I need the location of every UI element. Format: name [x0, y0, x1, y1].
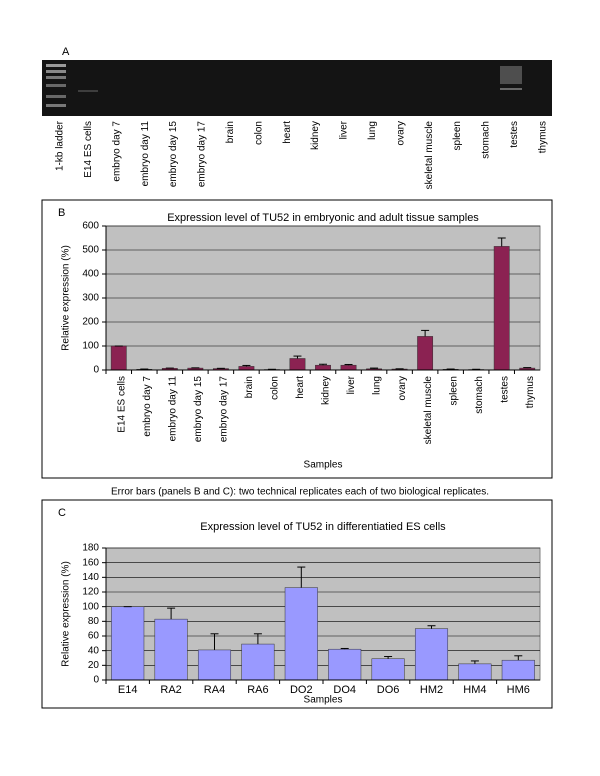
x-tick-label: E14: [118, 684, 138, 696]
y-tick-label: 80: [88, 616, 100, 627]
lane-label: stomach: [481, 121, 492, 159]
x-tick-label: HM6: [507, 684, 530, 696]
x-tick-label: RA4: [204, 684, 225, 696]
x-tick-label: DO6: [377, 684, 400, 696]
y-tick-label: 300: [82, 293, 99, 304]
x-tick-label: testes: [499, 376, 510, 403]
bar: [417, 336, 434, 371]
lane-label: heart: [282, 121, 293, 144]
y-tick-label: 60: [88, 631, 100, 642]
lane-label: embryo day 15: [168, 121, 179, 188]
bar: [289, 358, 306, 371]
x-axis-label: Samples: [304, 695, 343, 706]
bar: [328, 648, 362, 681]
bar: [493, 246, 510, 371]
y-tick-label: 180: [82, 543, 99, 554]
y-tick-label: 140: [82, 572, 99, 583]
lane-label: testes: [509, 121, 520, 148]
y-tick-label: 200: [82, 317, 99, 328]
y-tick-label: 400: [82, 269, 99, 280]
bar: [340, 364, 357, 371]
x-tick-label: E14 ES cells: [116, 376, 127, 433]
y-axis-label: Relative expression (%): [61, 561, 72, 667]
panel-label: C: [58, 507, 66, 519]
y-tick-label: 40: [88, 645, 100, 656]
lane-label: liver: [339, 120, 350, 139]
x-tick-label: DO2: [290, 684, 313, 696]
x-tick-label: skeletal muscle: [423, 376, 434, 445]
bar: [414, 628, 449, 681]
bar: [315, 364, 331, 371]
bar: [111, 606, 145, 681]
bar: [197, 649, 232, 681]
y-tick-label: 160: [82, 557, 99, 568]
y-tick-label: 0: [93, 365, 99, 376]
y-tick-label: 500: [82, 245, 99, 256]
lane-label: embryo day 11: [140, 121, 151, 187]
bar: [241, 643, 275, 681]
bar: [501, 659, 535, 681]
y-tick-label: 20: [88, 660, 100, 671]
lane-label: kidney: [310, 121, 321, 150]
bar: [154, 618, 188, 681]
lane-label: colon: [253, 121, 264, 145]
y-tick-label: 100: [82, 601, 99, 612]
bar: [458, 663, 492, 681]
bar: [371, 658, 405, 681]
x-tick-label: HM4: [463, 684, 486, 696]
x-tick-label: liver: [346, 375, 357, 394]
y-tick-label: 0: [93, 675, 99, 686]
panel-label: B: [58, 207, 65, 219]
lane-label: brain: [225, 121, 236, 143]
x-tick-label: embryo day 17: [219, 376, 230, 443]
x-tick-label: heart: [295, 376, 306, 399]
x-tick-label: embryo day 7: [142, 376, 153, 437]
x-tick-label: embryo day 15: [193, 376, 204, 443]
x-tick-label: kidney: [321, 376, 332, 405]
lane-label: 1-kb ladder: [55, 120, 66, 171]
chart-title: Expression level of TU52 in differentiat…: [200, 521, 446, 533]
y-tick-label: 100: [82, 341, 99, 352]
x-tick-label: lung: [372, 376, 383, 395]
lane-label: lung: [367, 121, 378, 140]
x-tick-label: ovary: [397, 376, 408, 400]
panel-label: A: [62, 46, 70, 58]
x-tick-label: RA6: [247, 684, 268, 696]
x-tick-label: RA2: [160, 684, 181, 696]
lane-label: E14 ES cells: [83, 121, 94, 178]
x-axis-label: Samples: [304, 460, 343, 471]
gel-image: [42, 60, 552, 116]
y-tick-label: 120: [82, 587, 99, 598]
x-tick-label: DO4: [333, 684, 356, 696]
x-tick-label: spleen: [448, 376, 459, 405]
caption: Error bars (panels B and C): two technic…: [111, 487, 489, 498]
x-tick-label: HM2: [420, 684, 443, 696]
chart-title: Expression level of TU52 in embryonic an…: [167, 212, 479, 224]
x-tick-label: embryo day 11: [167, 376, 178, 442]
lane-label: skeletal muscle: [424, 121, 435, 190]
lane-label: spleen: [452, 121, 463, 150]
x-tick-label: stomach: [474, 376, 485, 414]
y-tick-label: 600: [82, 221, 99, 232]
y-axis-label: Relative expression (%): [61, 245, 72, 351]
gel-bands: [46, 64, 522, 107]
bar: [284, 587, 318, 681]
lane-label: embryo day 7: [111, 121, 122, 182]
x-tick-label: thymus: [525, 376, 536, 408]
x-tick-label: colon: [270, 376, 281, 400]
x-tick-label: brain: [244, 376, 255, 398]
lane-label: thymus: [537, 121, 548, 153]
lane-label: ovary: [395, 121, 406, 145]
bar: [238, 366, 255, 371]
bar: [110, 345, 127, 371]
lane-label: embryo day 17: [197, 121, 208, 188]
